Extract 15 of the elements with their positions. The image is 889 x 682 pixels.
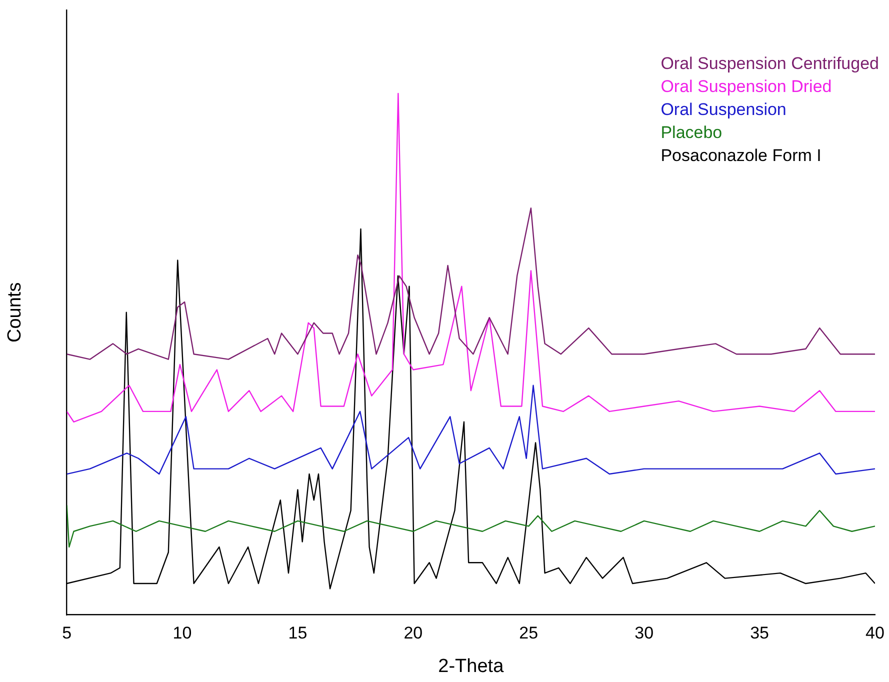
text: Oral Suspension [660,99,788,121]
text: Posaconazole Form I [660,145,822,167]
x-tick-label: 20 [404,624,423,643]
y-axis-title: Counts [4,282,26,342]
text: Oral Suspension Centrifuged [660,53,879,75]
x-tick-label: 5 [62,624,72,643]
x-tick-label: 25 [519,624,538,643]
x-axis-title: 2-Theta [438,656,504,677]
x-tick-label: 30 [634,624,654,643]
x-tick-label: 15 [288,624,308,643]
x-tick-label: 35 [750,624,770,643]
x-tick-label: 40 [866,624,884,643]
text: Placebo [660,122,724,144]
text: Oral Suspension Dried [660,76,833,98]
x-tick-label: 10 [172,624,192,643]
